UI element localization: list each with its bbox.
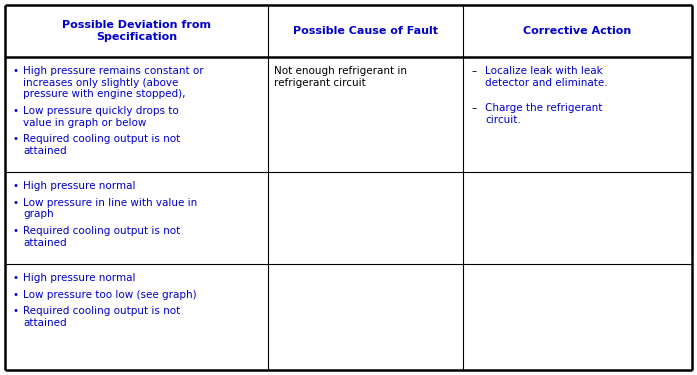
Text: •: • xyxy=(13,198,19,208)
Text: Required cooling output is not: Required cooling output is not xyxy=(23,226,181,236)
Text: pressure with engine stopped),: pressure with engine stopped), xyxy=(23,89,185,99)
Text: •: • xyxy=(13,226,19,236)
Text: •: • xyxy=(13,306,19,316)
Text: Low pressure in line with value in: Low pressure in line with value in xyxy=(23,198,197,208)
Text: graph: graph xyxy=(23,209,54,219)
Text: –: – xyxy=(471,103,477,113)
Text: •: • xyxy=(13,290,19,300)
Text: Charge the refrigerant: Charge the refrigerant xyxy=(485,103,603,113)
Text: –: – xyxy=(471,66,477,76)
Text: attained: attained xyxy=(23,318,67,328)
Text: Required cooling output is not: Required cooling output is not xyxy=(23,134,181,144)
Text: •: • xyxy=(13,134,19,144)
Text: Required cooling output is not: Required cooling output is not xyxy=(23,306,181,316)
Text: detector and eliminate.: detector and eliminate. xyxy=(485,78,608,88)
Text: refrigerant circuit: refrigerant circuit xyxy=(274,78,366,88)
Text: attained: attained xyxy=(23,237,67,248)
Text: •: • xyxy=(13,273,19,283)
Text: Low pressure too low (see graph): Low pressure too low (see graph) xyxy=(23,290,197,300)
Text: Not enough refrigerant in: Not enough refrigerant in xyxy=(274,66,407,76)
Text: Localize leak with leak: Localize leak with leak xyxy=(485,66,603,76)
Text: High pressure remains constant or: High pressure remains constant or xyxy=(23,66,204,76)
Text: attained: attained xyxy=(23,146,67,156)
Text: •: • xyxy=(13,106,19,116)
Text: value in graph or below: value in graph or below xyxy=(23,117,146,128)
Text: High pressure normal: High pressure normal xyxy=(23,273,135,283)
Text: •: • xyxy=(13,181,19,191)
Text: Possible Cause of Fault: Possible Cause of Fault xyxy=(293,26,438,36)
Text: increases only slightly (above: increases only slightly (above xyxy=(23,78,178,88)
Text: circuit.: circuit. xyxy=(485,115,521,125)
Text: Possible Deviation from
Specification: Possible Deviation from Specification xyxy=(62,20,211,42)
Text: •: • xyxy=(13,66,19,76)
Text: High pressure normal: High pressure normal xyxy=(23,181,135,191)
Text: Low pressure quickly drops to: Low pressure quickly drops to xyxy=(23,106,178,116)
Text: Corrective Action: Corrective Action xyxy=(523,26,631,36)
